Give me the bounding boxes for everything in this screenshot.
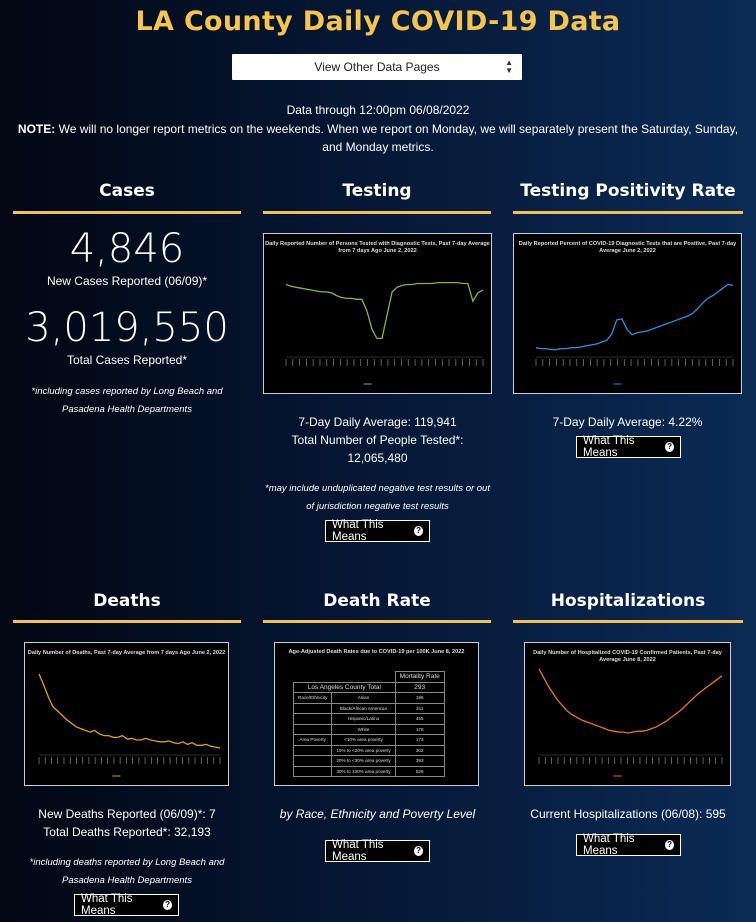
page-title: LA County Daily COVID-19 Data bbox=[135, 6, 621, 37]
note-body: We will no longer report metrics on the … bbox=[55, 121, 739, 155]
deaths-what-this-means-button[interactable]: What This Means? bbox=[74, 893, 179, 917]
testing-chart-title: Daily Reported Number of Persons Tested … bbox=[265, 241, 490, 254]
testing-what-this-means-button[interactable]: What This Means? bbox=[325, 519, 430, 543]
positivity-average: 7-Day Daily Average: 4.22% bbox=[552, 415, 703, 429]
row-value: 525 bbox=[394, 765, 445, 777]
chart-plot bbox=[38, 673, 221, 777]
question-icon: ? bbox=[665, 442, 674, 452]
row-label: <10% area poverty bbox=[331, 734, 396, 746]
county-total-label: Los Angeles County Total bbox=[293, 681, 396, 693]
chart-plot bbox=[535, 283, 734, 385]
question-icon: ? bbox=[665, 840, 674, 850]
chevron-updown-icon: ▲ ▼ bbox=[505, 58, 513, 75]
testing-rule bbox=[263, 211, 491, 214]
note-label: NOTE: bbox=[17, 121, 56, 136]
total-cases-label: Total Cases Reported* bbox=[66, 353, 188, 367]
row-label: 30% to 100% area poverty bbox=[331, 765, 396, 777]
positivity-what-this-means-button[interactable]: What This Means? bbox=[576, 435, 681, 459]
button-label: What This Means bbox=[81, 893, 133, 917]
death-rate-rule bbox=[263, 620, 491, 623]
button-label: What This Means bbox=[332, 839, 384, 863]
testing-total-label: Total Number of People Tested*: bbox=[291, 433, 464, 447]
button-label: What This Means bbox=[583, 435, 635, 459]
hospitalizations-chart-title: Daily Number of Hospitalized COVID-19 Co… bbox=[533, 650, 722, 663]
positivity-chart-title: Daily Reported Percent of COVID-19 Diagn… bbox=[518, 241, 737, 254]
hospitalizations-what-this-means-button[interactable]: What This Means? bbox=[576, 833, 681, 857]
poverty-group-label: Area Poverty bbox=[292, 734, 333, 746]
button-label: What This Means bbox=[583, 833, 635, 857]
series-line bbox=[38, 673, 221, 749]
dropdown-label: View Other Data Pages bbox=[314, 60, 440, 74]
row-label: 20% to <30% area poverty bbox=[331, 755, 396, 767]
question-icon: ? bbox=[414, 526, 423, 536]
row-value: 455 bbox=[394, 713, 445, 725]
button-label: What This Means bbox=[332, 519, 384, 543]
death-rate-title: Age-Adjusted Death Rates due to COVID-19… bbox=[288, 649, 465, 655]
row-label: 10% to <20% area poverty bbox=[331, 744, 396, 756]
race-group-label: Race/Ethnicity bbox=[292, 692, 333, 704]
testing-average: 7-Day Daily Average: 119,941 bbox=[298, 415, 457, 429]
series-line bbox=[535, 283, 734, 351]
death-rate-table-image[interactable]: Age-Adjusted Death Rates due to COVID-19… bbox=[274, 642, 479, 786]
testing-footnote: *may include unduplicated negative test … bbox=[265, 483, 490, 512]
data-info: Data through 12:00pm 06/08/2022 NOTE: We… bbox=[0, 101, 756, 157]
note-text: NOTE: We will no longer report metrics o… bbox=[8, 120, 748, 157]
chart-plot bbox=[285, 281, 484, 385]
hospitalizations-rule bbox=[513, 620, 743, 623]
row-value: 178 bbox=[394, 723, 445, 735]
row-label: Black/African American bbox=[331, 702, 396, 714]
series-line bbox=[538, 668, 723, 734]
testing-chart[interactable]: Daily Reported Number of Persons Tested … bbox=[263, 233, 492, 394]
new-cases-label: New Cases Reported (06/09)* bbox=[46, 274, 208, 288]
cases-footnote: *including cases reported by Long Beach … bbox=[31, 386, 223, 415]
positivity-chart[interactable]: Daily Reported Percent of COVID-19 Diagn… bbox=[513, 233, 742, 394]
data-through-text: Data through 12:00pm 06/08/2022 bbox=[286, 103, 470, 117]
positivity-rule bbox=[513, 211, 743, 214]
row-label: Asian bbox=[331, 692, 396, 704]
question-icon: ? bbox=[163, 900, 172, 910]
deaths-chart[interactable]: Daily Number of Deaths, Past 7-day Avera… bbox=[24, 642, 229, 786]
county-total-value: 293 bbox=[394, 681, 445, 693]
row-label: White bbox=[331, 723, 396, 735]
series-line bbox=[285, 281, 484, 340]
total-cases-count: 3,019,550 bbox=[25, 305, 229, 351]
hospitalizations-chart[interactable]: Daily Number of Hospitalized COVID-19 Co… bbox=[524, 642, 731, 786]
row-value: 311 bbox=[394, 702, 445, 714]
positivity-heading: Testing Positivity Rate bbox=[520, 181, 736, 201]
testing-heading: Testing bbox=[342, 181, 412, 201]
row-value: 196 bbox=[394, 692, 445, 704]
row-value: 173 bbox=[394, 734, 445, 746]
cases-heading: Cases bbox=[99, 181, 155, 201]
deaths-footnote: *including deaths reported by Long Beach… bbox=[29, 857, 225, 886]
deaths-heading: Deaths bbox=[93, 591, 161, 611]
cases-rule bbox=[13, 211, 241, 214]
row-value: 393 bbox=[394, 755, 445, 767]
death-rate-what-this-means-button[interactable]: What This Means? bbox=[325, 839, 430, 863]
chart-plot bbox=[538, 668, 723, 777]
mortality-header: Mortality Rate bbox=[394, 671, 445, 683]
death-rate-table: Mortality Rate Los Angeles County Total 2… bbox=[292, 671, 445, 777]
death-rate-heading: Death Rate bbox=[323, 591, 431, 611]
new-deaths: New Deaths Reported (06/09)*: 7 bbox=[38, 807, 216, 821]
new-cases-count: 4,846 bbox=[69, 226, 185, 272]
death-rate-caption: by Race, Ethnicity and Poverty Level bbox=[279, 807, 476, 821]
total-deaths: Total Deaths Reported*: 32,193 bbox=[43, 825, 211, 839]
data-pages-dropdown[interactable]: View Other Data Pages ▲ ▼ bbox=[232, 54, 522, 80]
hospitalizations-heading: Hospitalizations bbox=[550, 591, 706, 611]
deaths-chart-title: Daily Number of Deaths, Past 7-day Avera… bbox=[27, 650, 226, 656]
deaths-rule bbox=[13, 620, 241, 623]
current-hospitalizations: Current Hospitalizations (06/08): 595 bbox=[530, 807, 726, 821]
row-value: 302 bbox=[394, 744, 445, 756]
row-label: Hispanic/Latino bbox=[331, 713, 396, 725]
question-icon: ? bbox=[414, 846, 423, 856]
testing-total-value: 12,065,480 bbox=[347, 451, 408, 465]
